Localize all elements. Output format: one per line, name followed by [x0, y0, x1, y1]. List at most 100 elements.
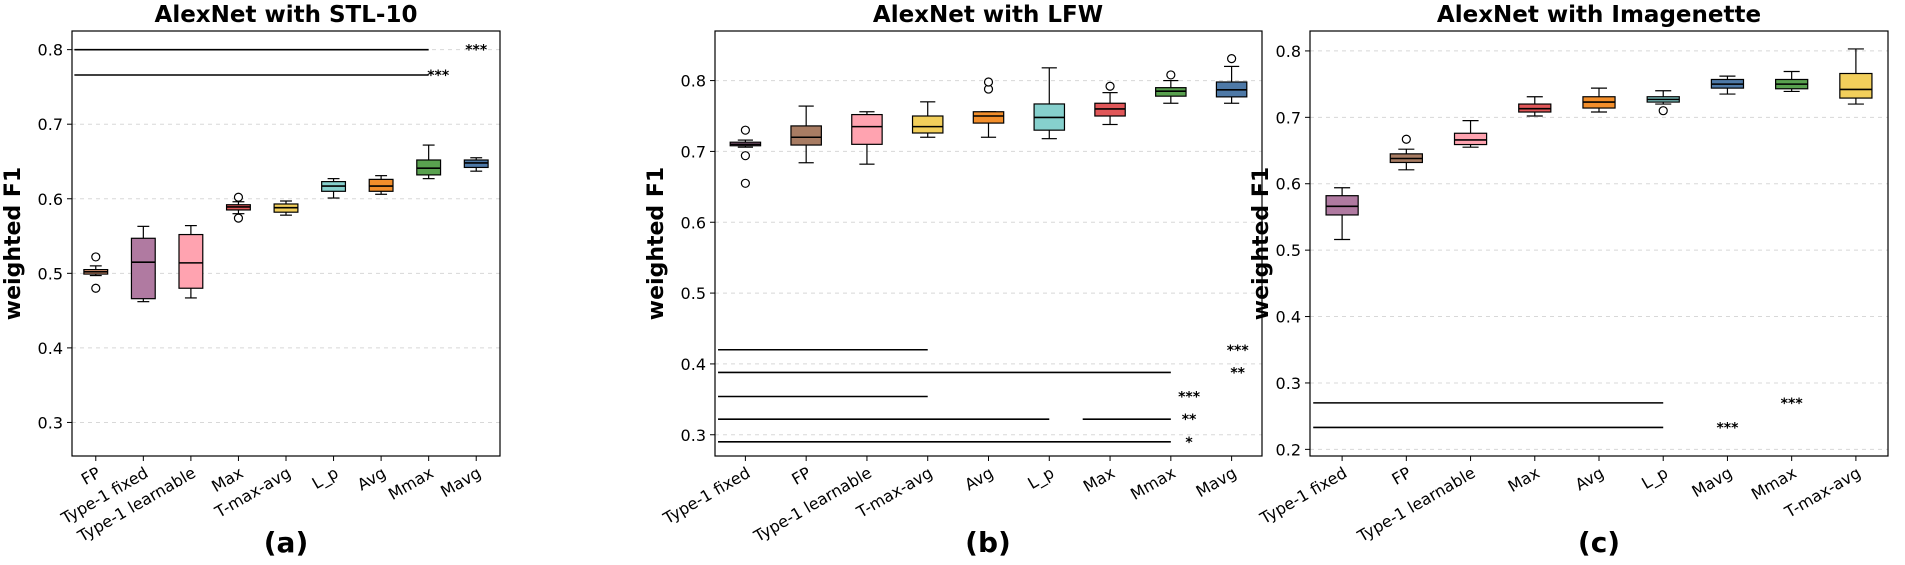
- y-tick-label: 0.7: [38, 115, 63, 134]
- outlier-point: [740, 178, 750, 188]
- x-tick-label: Avg: [961, 463, 996, 494]
- chart-title: AlexNet with LFW: [873, 2, 1103, 28]
- x-tick-label: Mavg: [1193, 463, 1240, 501]
- y-tick-label: 0.5: [681, 284, 706, 303]
- y-tick-label: 0.7: [1276, 108, 1301, 127]
- chart-title: AlexNet with STL-10: [155, 2, 418, 28]
- box-body: [972, 111, 1005, 124]
- box-type-1-fixed: [729, 125, 762, 188]
- significance-label: ***: [465, 43, 488, 59]
- box-mmax: [1775, 70, 1809, 93]
- x-tick-label: Type-1 fixed: [1256, 463, 1350, 528]
- outlier-point: [1401, 134, 1411, 144]
- y-tick-label: 0.6: [1276, 175, 1301, 194]
- outlier-point: [91, 283, 101, 293]
- y-tick-label: 0.3: [681, 426, 706, 445]
- box-body: [1839, 72, 1873, 99]
- box-avg: [368, 175, 394, 195]
- x-tick-label: L_p: [309, 463, 342, 494]
- outlier-point: [1658, 106, 1668, 116]
- box-mmax: [1155, 70, 1187, 104]
- box-max: [1094, 81, 1126, 126]
- outlier-point: [233, 213, 244, 223]
- x-tick-label: L_p: [1024, 463, 1057, 494]
- y-tick-label: 0.4: [1276, 308, 1301, 327]
- x-tick-label: Mmax: [385, 463, 437, 504]
- box-l-p: [321, 178, 347, 199]
- x-tick-label: Avg: [1572, 463, 1607, 494]
- y-tick-label: 0.7: [681, 142, 706, 161]
- x-tick-label: FP: [788, 463, 814, 489]
- outlier-point: [983, 77, 994, 87]
- x-tick-label: Mmax: [1127, 463, 1179, 504]
- y-axis-label: weighted F1: [1249, 167, 1274, 320]
- box-t-max-avg: [273, 200, 299, 216]
- box-body: [130, 237, 156, 300]
- y-tick-label: 0.3: [1276, 374, 1301, 393]
- box-type-1-learnable: [851, 111, 883, 165]
- box-fp: [83, 252, 109, 293]
- box-t-max-avg: [911, 101, 944, 138]
- box-l-p: [1646, 90, 1680, 116]
- box-type-1-learnable: [178, 225, 204, 299]
- outlier-point: [740, 125, 750, 135]
- box-body: [1453, 132, 1488, 146]
- panel-label: (b): [965, 526, 1011, 559]
- x-tick-label: L_p: [1638, 463, 1671, 494]
- box-body: [911, 115, 944, 134]
- significance-label: ***: [1781, 396, 1804, 412]
- chart-title: AlexNet with Imagenette: [1437, 2, 1761, 28]
- y-tick-label: 0.2: [1276, 440, 1301, 459]
- box-body: [1325, 195, 1359, 216]
- outlier-point: [740, 151, 750, 161]
- y-tick-label: 0.5: [1276, 241, 1301, 260]
- panel-label: (a): [264, 526, 309, 559]
- outlier-point: [233, 192, 244, 202]
- y-tick-label: 0.4: [681, 355, 706, 374]
- box-mmax: [416, 144, 442, 180]
- significance-label: **: [1182, 412, 1197, 428]
- significance-label: ***: [1178, 390, 1201, 406]
- box-t-max-avg: [1839, 48, 1873, 105]
- outlier-point: [1105, 81, 1115, 91]
- x-tick-label: FP: [1389, 463, 1415, 489]
- x-tick-label: Max: [1080, 463, 1118, 496]
- outlier-point: [91, 252, 101, 262]
- y-tick-label: 0.3: [38, 413, 63, 432]
- box-max: [225, 192, 251, 223]
- y-tick-label: 0.8: [38, 41, 63, 60]
- box-mavg: [463, 157, 489, 172]
- outlier-point: [1227, 54, 1237, 64]
- outlier-point: [1166, 70, 1176, 80]
- significance-label: ***: [1716, 420, 1739, 436]
- panel-label: (c): [1578, 526, 1620, 559]
- box-max: [1518, 96, 1552, 117]
- box-body: [178, 233, 204, 289]
- significance-label: **: [1230, 365, 1245, 381]
- y-tick-label: 0.8: [681, 72, 706, 91]
- box-body: [851, 113, 883, 145]
- chart-panel-3: 0.2 0.3 0.4 0.5 0.6 0.7 0.8 Type-1 fixed FPType-…: [1249, 2, 1889, 559]
- y-tick-label: 0.6: [681, 213, 706, 232]
- box-type-1-learnable: [1453, 120, 1488, 148]
- box-fp: [1389, 134, 1423, 171]
- box-body: [790, 125, 822, 146]
- y-axis-label: weighted F1: [1, 167, 26, 320]
- x-tick-label: Max: [1505, 463, 1543, 496]
- x-tick-label: Type-1 fixed: [659, 463, 753, 528]
- x-tick-label: Avg: [354, 463, 389, 494]
- box-type-1-fixed: [130, 225, 156, 303]
- significance-label: *: [1185, 435, 1193, 451]
- x-tick-label: Mmax: [1748, 463, 1800, 504]
- x-tick-label: Mavg: [1689, 463, 1736, 501]
- x-tick-label: Mavg: [437, 463, 484, 501]
- box-fp: [790, 105, 822, 164]
- significance-label: ***: [427, 68, 450, 84]
- y-tick-label: 0.6: [38, 190, 63, 209]
- box-l-p: [1033, 67, 1066, 140]
- box-avg: [1582, 87, 1616, 113]
- y-axis-label: weighted F1: [644, 167, 669, 320]
- x-tick-label: FP: [78, 463, 104, 489]
